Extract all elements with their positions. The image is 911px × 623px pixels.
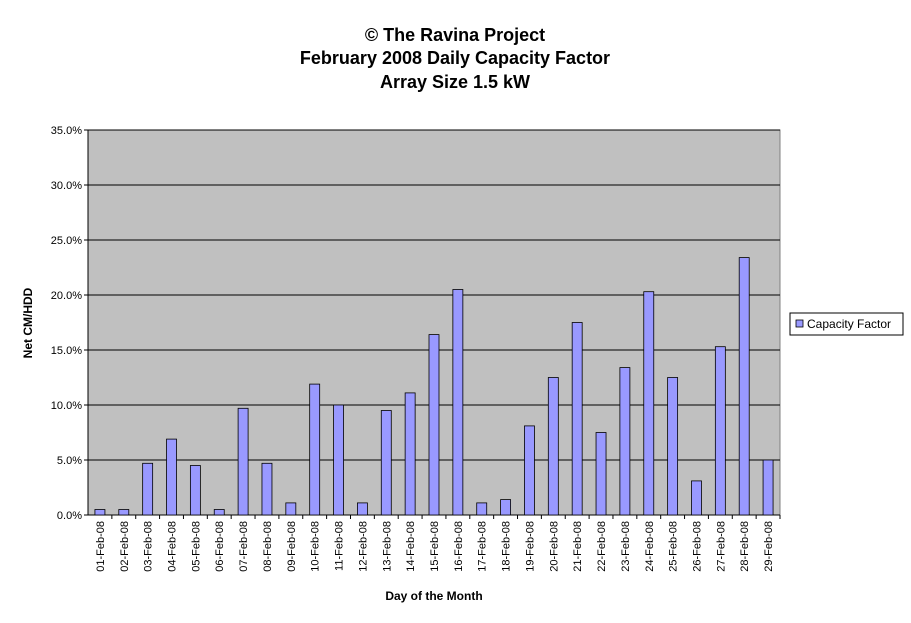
bar [94,509,106,516]
x-tick-label: 03-Feb-08 [143,521,155,572]
bar [643,291,655,516]
legend-swatch [795,319,804,328]
bar [333,404,344,516]
bar [452,289,464,516]
x-tick-label: 28-Feb-08 [739,521,751,572]
x-tick-label: 20-Feb-08 [548,521,560,572]
bar [738,257,750,516]
x-tick-label: 21-Feb-08 [572,521,584,572]
bar [404,392,416,516]
bar [166,438,177,516]
bar [476,502,488,516]
bar [237,407,249,516]
x-tick-label: 17-Feb-08 [477,521,489,572]
x-tick-label: 06-Feb-08 [214,521,226,572]
bar [118,509,130,516]
x-tick-label: 16-Feb-08 [453,521,465,572]
chart-title: February 2008 Daily Capacity Factor [300,48,610,68]
x-tick-label: 22-Feb-08 [596,521,608,572]
x-tick-label: 13-Feb-08 [381,521,393,572]
x-tick-label: 12-Feb-08 [357,521,369,572]
bar [524,425,535,516]
x-tick-label: 15-Feb-08 [429,521,441,572]
y-tick-label: 0.0% [57,510,82,522]
x-axis-title: Day of the Month [385,589,482,603]
x-tick-label: 07-Feb-08 [238,521,250,572]
y-tick-label: 20.0% [51,290,82,302]
legend-box [789,312,904,336]
y-tick-label: 5.0% [57,455,82,467]
bar [261,462,273,516]
bar [309,383,321,516]
bar [285,502,297,516]
chart-title: © The Ravina Project [365,25,545,45]
bar [691,480,702,516]
bar [619,367,631,516]
x-tick-label: 14-Feb-08 [405,521,417,572]
x-tick-label: 11-Feb-08 [334,521,346,571]
x-tick-label: 25-Feb-08 [668,521,680,572]
legend-label: Capacity Factor [807,317,891,331]
bar [595,432,607,516]
y-tick-label: 25.0% [51,235,82,247]
x-tick-label: 27-Feb-08 [715,521,727,572]
x-tick-label: 04-Feb-08 [167,521,179,572]
x-tick-label: 08-Feb-08 [262,521,274,572]
y-tick-label: 10.0% [51,400,82,412]
bar [667,377,679,516]
x-tick-label: 09-Feb-08 [286,521,298,572]
y-tick-label: 30.0% [51,180,82,192]
bar [762,459,774,516]
bar [357,502,368,516]
bar [547,377,559,516]
bar [571,322,583,516]
bar [189,465,201,516]
x-tick-label: 02-Feb-08 [119,521,131,572]
y-tick-label: 15.0% [51,345,82,357]
x-tick-label: 24-Feb-08 [644,521,656,572]
x-tick-label: 23-Feb-08 [620,521,632,572]
x-tick-label: 29-Feb-08 [763,521,775,572]
x-tick-label: 19-Feb-08 [524,521,536,572]
y-tick-label: 35.0% [51,125,82,137]
bar [380,410,392,516]
x-tick-label: 05-Feb-08 [190,521,202,572]
bar [428,334,440,516]
chart-title: Array Size 1.5 kW [380,72,530,92]
x-tick-label: 01-Feb-08 [95,521,107,572]
bar [142,462,154,516]
x-tick-label: 26-Feb-08 [691,521,703,572]
x-tick-label: 10-Feb-08 [310,521,322,572]
bar [500,499,511,516]
y-axis-title: Net CM/HDD [21,287,35,358]
bar [714,346,726,516]
x-tick-label: 18-Feb-08 [501,521,513,572]
bar [213,509,225,516]
